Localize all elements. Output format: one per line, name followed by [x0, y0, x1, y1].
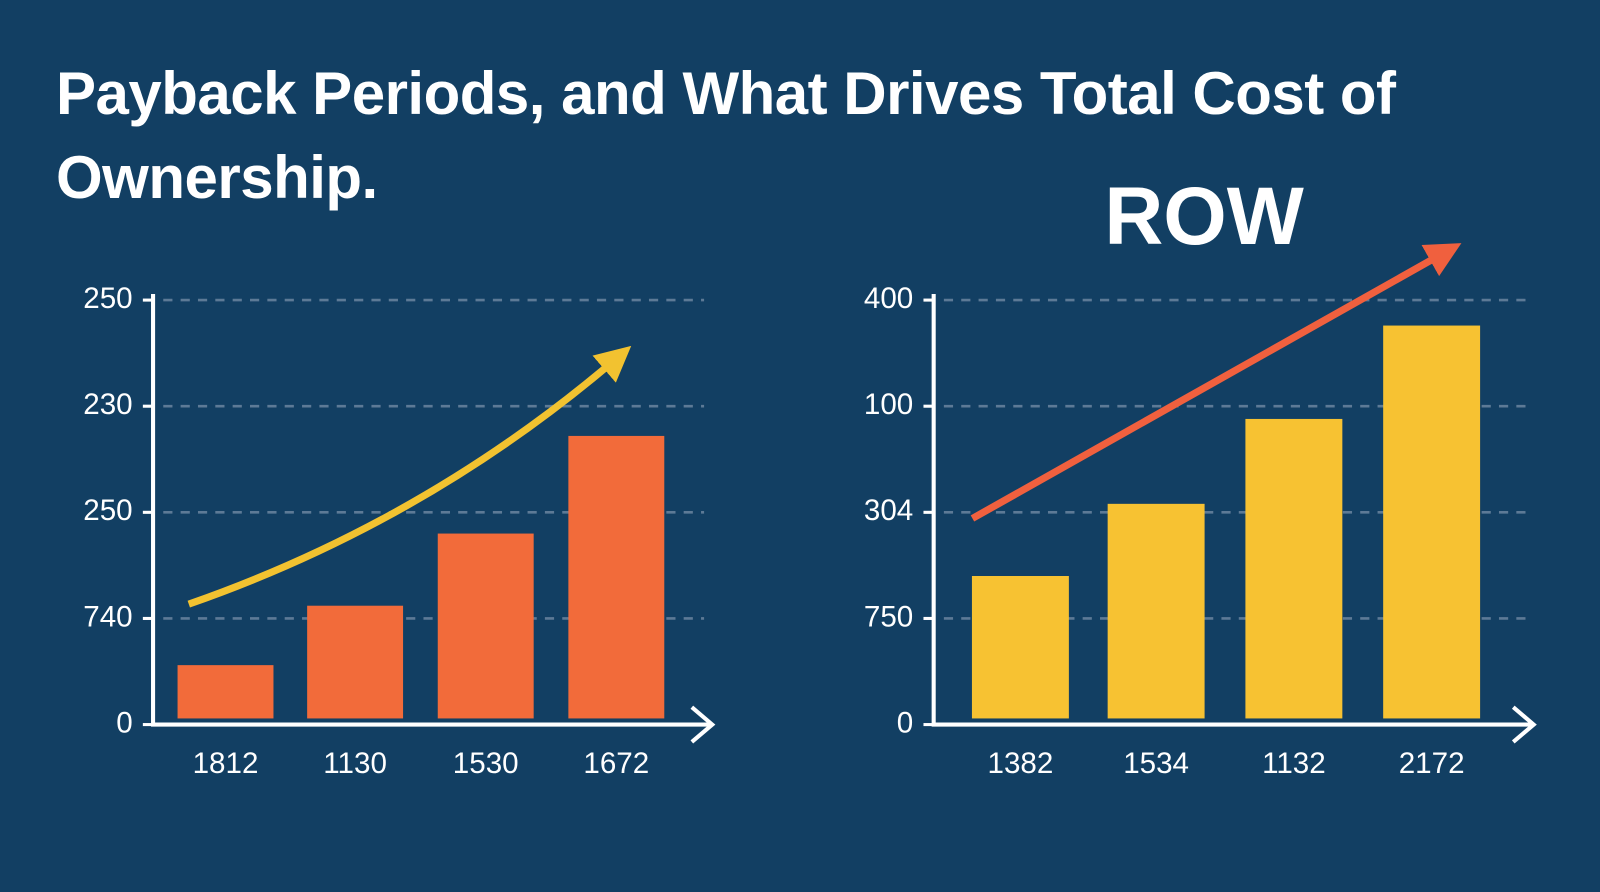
- chart-title: ROW: [1104, 171, 1303, 262]
- x-tick-label: 1382: [988, 747, 1054, 780]
- page-title: Payback Periods, and What Drives Total C…: [56, 60, 1396, 211]
- axis-line: [151, 293, 713, 727]
- bar: [1107, 503, 1205, 719]
- y-tick-label: 750: [864, 600, 913, 633]
- x-tick-label: 2172: [1399, 747, 1465, 780]
- y-tick-label: 100: [864, 388, 913, 421]
- y-tick-label: 400: [864, 282, 913, 315]
- trend-arrow: [187, 345, 632, 608]
- axis-line: [931, 293, 1534, 727]
- y-tick-label: 0: [897, 706, 913, 739]
- trend-arrow: [970, 243, 1462, 522]
- y-tick-label: 250: [83, 494, 132, 527]
- y-tick-label: 230: [83, 388, 132, 421]
- x-tick-label: 1534: [1123, 747, 1189, 780]
- x-tick-label: 1130: [323, 747, 387, 780]
- axis-arrow: [690, 705, 716, 744]
- x-tick-label: 1132: [1262, 747, 1326, 780]
- bar: [1383, 325, 1481, 719]
- bar: [971, 576, 1069, 719]
- y-tick-label: 740: [83, 600, 132, 633]
- bar: [307, 605, 404, 719]
- x-tick-label: 1672: [583, 747, 649, 780]
- bar: [1245, 418, 1343, 719]
- y-tick-label: 0: [116, 706, 132, 739]
- y-tick-label: 250: [83, 282, 132, 315]
- x-tick-label: 1812: [193, 747, 259, 780]
- bar: [177, 665, 274, 719]
- bar: [568, 435, 665, 719]
- y-tick-label: 304: [864, 494, 913, 527]
- x-tick-label: 1530: [453, 747, 519, 780]
- bar: [437, 533, 534, 719]
- plot-layer: 0 740 250 230 250 1812 1130 1530 1672 0 750 304 100 4…: [83, 282, 1537, 780]
- axis-arrow: [1511, 705, 1537, 744]
